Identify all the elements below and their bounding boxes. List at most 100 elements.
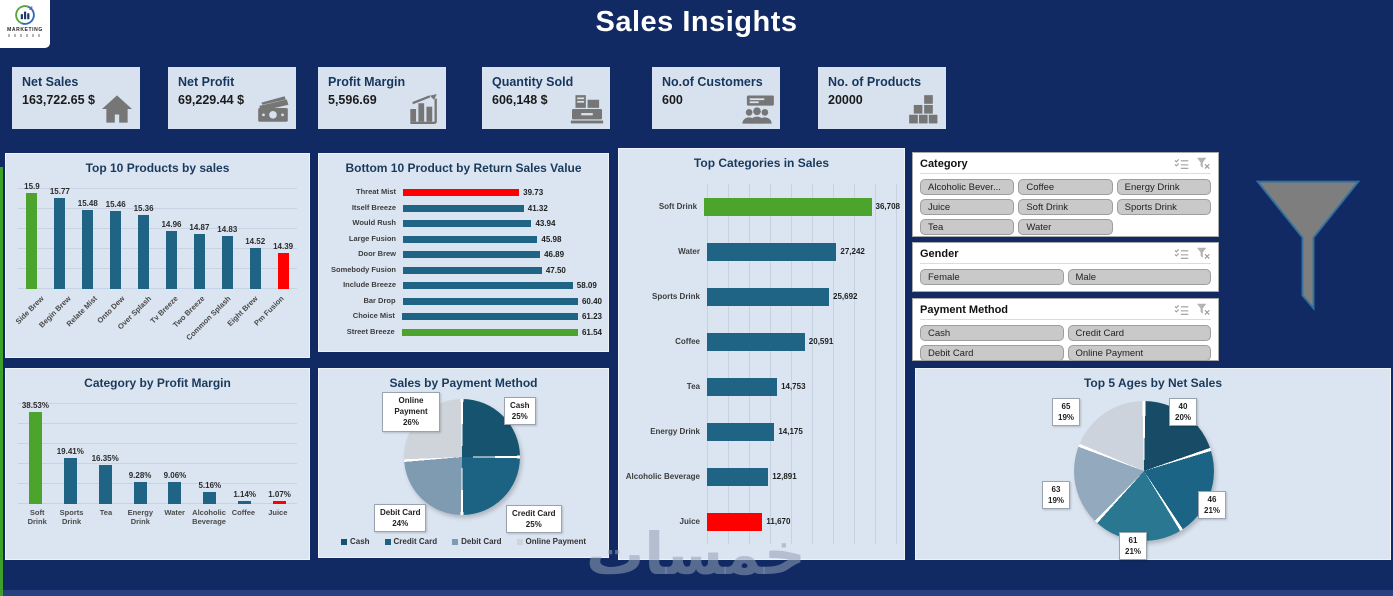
legend-item-credit-card: Credit Card bbox=[384, 537, 437, 546]
pie-legend: Cash Credit Card Debit Card Online Payment bbox=[319, 537, 608, 546]
bar-value-label: 12,891 bbox=[772, 472, 797, 481]
bar-slot: 14.87 bbox=[185, 223, 213, 289]
bar-slot: 14.96 bbox=[158, 220, 186, 289]
bar-value-label: 38.53% bbox=[21, 401, 49, 411]
bar-soft-drink[interactable] bbox=[704, 197, 872, 216]
slicer-button-female[interactable]: Female bbox=[920, 269, 1064, 285]
bar-value-label: 11,670 bbox=[766, 517, 791, 526]
category-label: Energy Drink bbox=[650, 426, 700, 436]
gridline bbox=[18, 503, 297, 504]
slicer-button-credit-card[interactable]: Credit Card bbox=[1067, 325, 1211, 341]
bar-slot: 15.36 bbox=[130, 204, 158, 289]
bar-tea[interactable] bbox=[707, 377, 778, 396]
kpi-label: No. of Products bbox=[828, 75, 922, 89]
bar-value-label: 15.77 bbox=[49, 187, 70, 197]
kpi-value: 69,229.44 $ bbox=[178, 93, 245, 107]
bar-sports-drink[interactable] bbox=[63, 457, 77, 504]
bar-row: Bar Drop 60.40 bbox=[327, 294, 602, 310]
bar-value-label: 9.06% bbox=[163, 471, 187, 481]
slicer-button-soft-drink[interactable]: Soft Drink bbox=[1018, 199, 1113, 215]
slicer-button-debit-card[interactable]: Debit Card bbox=[920, 345, 1064, 361]
bar-would-rush[interactable] bbox=[403, 220, 532, 228]
bar-large-fusion[interactable] bbox=[403, 235, 538, 243]
slicer-button-online-payment[interactable]: Online Payment bbox=[1067, 345, 1211, 361]
slicer-button-cash[interactable]: Cash bbox=[920, 325, 1064, 341]
bar-begin-brew[interactable] bbox=[54, 198, 66, 289]
customers-icon bbox=[739, 94, 775, 124]
clear-filter-icon[interactable] bbox=[1196, 303, 1211, 316]
slicer-button-juice[interactable]: Juice bbox=[920, 199, 1015, 215]
bar-pm-fusion[interactable] bbox=[277, 253, 289, 289]
bar-side-brew[interactable] bbox=[26, 193, 38, 289]
pie-callout-61: 61 21% bbox=[1119, 532, 1148, 561]
page-title: Sales Insights bbox=[595, 6, 798, 38]
slicer-button-water[interactable]: Water bbox=[1018, 219, 1113, 235]
bar-onto-dew[interactable] bbox=[110, 210, 122, 289]
chart-title-top10-products: Top 10 Products by sales bbox=[85, 161, 230, 175]
bar-energy-drink[interactable] bbox=[133, 481, 147, 504]
panel-top10-products: Top 10 Products by sales 15.9 15.77 15.48 1… bbox=[5, 153, 310, 358]
bar-tv-breeze[interactable] bbox=[165, 230, 177, 289]
bar-bar-drop[interactable] bbox=[402, 297, 578, 305]
bar-itself-breeze[interactable] bbox=[403, 204, 524, 212]
clear-filter-icon[interactable] bbox=[1196, 247, 1211, 260]
x-label: Sports Drink bbox=[59, 508, 84, 527]
bar-slot: 19.41% bbox=[53, 447, 88, 504]
bar-two-breeze[interactable] bbox=[193, 234, 205, 289]
bar-coffee[interactable] bbox=[238, 501, 252, 504]
bar-juice[interactable] bbox=[707, 512, 763, 531]
legend-label: Cash bbox=[349, 537, 370, 546]
bar-sports-drink[interactable] bbox=[707, 287, 830, 306]
bar-value-label: 16.35% bbox=[91, 454, 119, 464]
bar-value-label: 5.16% bbox=[198, 480, 222, 490]
multi-select-icon[interactable] bbox=[1174, 303, 1189, 316]
bar-water[interactable] bbox=[707, 242, 837, 261]
bar-somebody-fusion[interactable] bbox=[403, 266, 542, 274]
products-icon bbox=[905, 94, 941, 124]
slicer-button-sports-drink[interactable]: Sports Drink bbox=[1116, 199, 1211, 215]
kpi-card-net-profit: Net Profit 69,229.44 $ bbox=[168, 67, 296, 129]
slicer-button-alcoholic-bever[interactable]: Alcoholic Bever... bbox=[920, 179, 1015, 195]
bar-juice[interactable] bbox=[273, 501, 287, 504]
bar-alcoholic-beverage[interactable] bbox=[203, 491, 217, 504]
gridline bbox=[18, 228, 297, 229]
clear-filter-icon[interactable] bbox=[1196, 157, 1211, 170]
category-label: Sports Drink bbox=[651, 291, 700, 301]
bar-eight-brew[interactable] bbox=[249, 248, 261, 289]
bar-energy-drink[interactable] bbox=[707, 422, 775, 441]
logo-chart-icon bbox=[15, 5, 35, 25]
legend-label: Online Payment bbox=[525, 537, 587, 546]
logo-text: MARKETING bbox=[7, 27, 43, 33]
slicer-button-male[interactable]: Male bbox=[1067, 269, 1211, 285]
bar-choice-mist[interactable] bbox=[401, 313, 578, 321]
gridline bbox=[875, 184, 876, 544]
bar-door-brew[interactable] bbox=[403, 251, 541, 259]
bar-value-label: 15.36 bbox=[133, 203, 154, 213]
bar-include-breeze[interactable] bbox=[403, 282, 573, 290]
bar-soft-drink[interactable] bbox=[28, 412, 42, 504]
slicer-button-tea[interactable]: Tea bbox=[920, 219, 1015, 235]
pie-callout-cash: Cash 25% bbox=[504, 397, 536, 426]
bar-alcoholic-beverage[interactable] bbox=[707, 467, 769, 486]
pie-callout-credit-card: Credit Card 25% bbox=[506, 505, 562, 534]
bar-relate-mist[interactable] bbox=[82, 209, 94, 289]
slicer-button-energy-drink[interactable]: Energy Drink bbox=[1116, 179, 1211, 195]
bar-coffee[interactable] bbox=[707, 332, 805, 351]
bar-row: Coffee 20,591 bbox=[625, 319, 900, 364]
bar-row: Tea 14,753 bbox=[625, 364, 900, 409]
bar-water[interactable] bbox=[168, 482, 182, 504]
kpi-value: 5,596.69 bbox=[328, 93, 377, 107]
bar-tea[interactable] bbox=[98, 465, 112, 504]
bar-threat-mist[interactable] bbox=[403, 189, 520, 197]
bar-over-splash[interactable] bbox=[138, 214, 150, 289]
slicer-button-coffee[interactable]: Coffee bbox=[1018, 179, 1113, 195]
multi-select-icon[interactable] bbox=[1174, 157, 1189, 170]
x-label: Tea bbox=[99, 508, 113, 517]
bar-row: Water 27,242 bbox=[625, 229, 900, 274]
bar-value-label: 14,175 bbox=[778, 427, 803, 436]
bar-street-breeze[interactable] bbox=[401, 328, 578, 336]
bar-common-splash[interactable] bbox=[221, 235, 233, 289]
gridline bbox=[18, 443, 297, 444]
gridline bbox=[812, 184, 813, 544]
multi-select-icon[interactable] bbox=[1174, 247, 1189, 260]
